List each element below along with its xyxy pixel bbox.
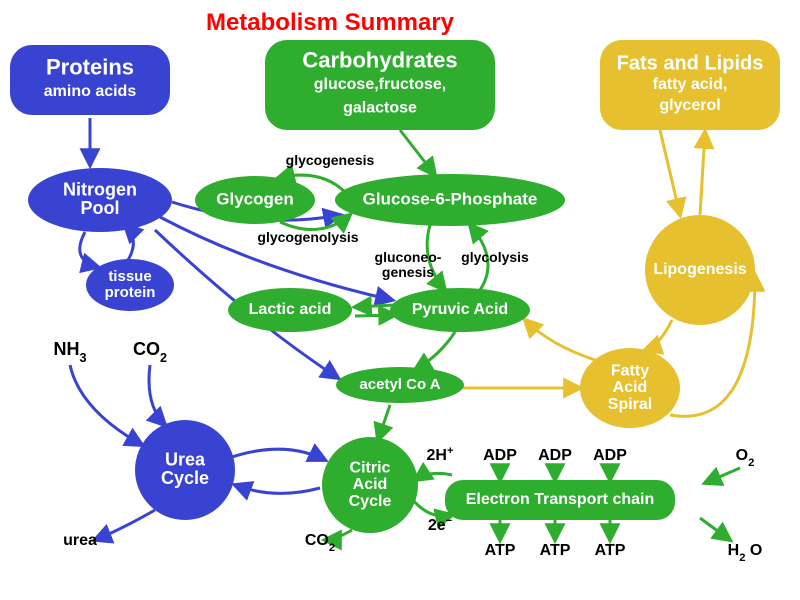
- edge-label-gluconeo: gluconeo-: [375, 249, 442, 265]
- node-tissue_protein-line1: protein: [105, 284, 156, 301]
- node-fatty_spiral-line1: Acid: [613, 379, 648, 396]
- edge-7: [235, 485, 320, 493]
- label-urea: urea: [63, 532, 97, 549]
- edge-16: [355, 305, 395, 307]
- node-carbs: Carbohydrates glucose,fructose, galactose: [265, 40, 495, 130]
- node-fats-line2: glycerol: [659, 97, 720, 114]
- node-pyruvic: Pyruvic Acid: [390, 288, 530, 332]
- label-e2: 2e−: [428, 515, 453, 534]
- edge-label-glycolysis: glycolysis: [461, 249, 529, 265]
- label-h2: 2H+: [427, 445, 454, 464]
- label-h2o: H2 O: [728, 542, 763, 564]
- node-tissue_protein: tissueprotein: [86, 259, 174, 311]
- edge-31: [660, 130, 680, 215]
- edge-34: [525, 320, 595, 360]
- edge-5: [95, 510, 155, 540]
- node-fatty_spiral-line0: Fatty: [611, 362, 649, 379]
- label-atp3: ATP: [595, 542, 626, 559]
- node-lactic: Lactic acid: [228, 288, 352, 332]
- edge-label-glycogenolysis: glycogenolysis: [257, 229, 358, 245]
- node-citric-line2: Cycle: [349, 493, 392, 510]
- node-etc: Electron Transport chain: [445, 480, 675, 520]
- edge-21: [415, 473, 452, 480]
- node-urea_cycle: UreaCycle: [135, 420, 235, 520]
- node-acetyl-line0: acetyl Co A: [359, 376, 440, 393]
- edge-33: [645, 320, 672, 350]
- node-fats-line1: fatty acid,: [653, 76, 728, 93]
- node-etc-line0: Electron Transport chain: [466, 491, 654, 508]
- edge-2: [125, 225, 133, 260]
- node-nitrogen_pool-line0: Nitrogen: [63, 179, 137, 199]
- node-citric-line1: Acid: [353, 476, 388, 493]
- edge-32: [700, 132, 705, 215]
- edge-1: [80, 232, 98, 267]
- edge-4: [149, 365, 165, 425]
- label-o2: O2: [736, 447, 755, 469]
- node-carbs-line2: galactose: [343, 99, 417, 116]
- node-fats: Fats and Lipids fatty acid, glycerol: [600, 40, 780, 130]
- node-citric-line0: Citric: [350, 459, 391, 476]
- node-g6p: Glucose-6-Phosphate: [335, 174, 565, 226]
- node-proteins: Proteins amino acids: [10, 45, 170, 115]
- label-adp3: ADP: [593, 447, 627, 464]
- label-atp1: ATP: [485, 542, 516, 559]
- node-citric: CitricAcidCycle: [322, 437, 418, 533]
- label-co2b: CO2: [305, 532, 335, 554]
- label-adp1: ADP: [483, 447, 517, 464]
- label-atp2: ATP: [540, 542, 571, 559]
- node-tissue_protein-line0: tissue: [108, 268, 151, 285]
- edge-30: [700, 518, 730, 540]
- label-nh3: NH3: [53, 339, 86, 365]
- node-fats-line0: Fats and Lipids: [617, 52, 764, 74]
- edge-label-glycogenesis: glycogenesis: [286, 152, 375, 168]
- diagram-title: Metabolism Summary: [206, 9, 455, 36]
- edge-17: [355, 315, 395, 316]
- node-carbs-line0: Carbohydrates: [302, 48, 457, 73]
- node-proteins-line1: amino acids: [44, 83, 137, 100]
- node-carbs-line1: glucose,fructose,: [314, 76, 446, 93]
- edge-18: [415, 332, 455, 370]
- node-glycogen-line0: Glycogen: [216, 189, 293, 208]
- node-fatty_spiral-line2: Spiral: [608, 396, 652, 413]
- metabolism-diagram: Metabolism Summary Proteins amino acids Ni…: [0, 0, 800, 600]
- node-lipogenesis-line0: Lipogenesis: [653, 261, 746, 278]
- edge-22: [325, 530, 352, 540]
- edge-26: [705, 468, 740, 483]
- node-acetyl: acetyl Co A: [336, 367, 464, 403]
- edge-11: [400, 130, 435, 175]
- edge-6: [232, 449, 325, 460]
- edge-label-gluconeo-2: genesis: [382, 264, 434, 280]
- node-pyruvic-line0: Pyruvic Acid: [412, 301, 508, 318]
- node-nitrogen_pool: NitrogenPool: [28, 168, 172, 232]
- node-g6p-line0: Glucose-6-Phosphate: [363, 189, 538, 208]
- node-urea_cycle-line0: Urea: [165, 449, 206, 469]
- node-proteins-line0: Proteins: [46, 54, 134, 79]
- node-lactic-line0: Lactic acid: [249, 301, 332, 318]
- edge-19: [378, 405, 390, 440]
- node-fatty_spiral: FattyAcidSpiral: [580, 348, 680, 428]
- label-adp2: ADP: [538, 447, 572, 464]
- node-nitrogen_pool-line1: Pool: [81, 198, 120, 218]
- node-lipogenesis: Lipogenesis: [645, 215, 755, 325]
- label-co2a: CO2: [133, 339, 167, 365]
- nodes-layer: Proteins amino acids NitrogenPool tissuepro…: [10, 40, 780, 533]
- edge-3: [70, 365, 142, 445]
- node-urea_cycle-line1: Cycle: [161, 468, 209, 488]
- node-glycogen: Glycogen: [195, 176, 315, 224]
